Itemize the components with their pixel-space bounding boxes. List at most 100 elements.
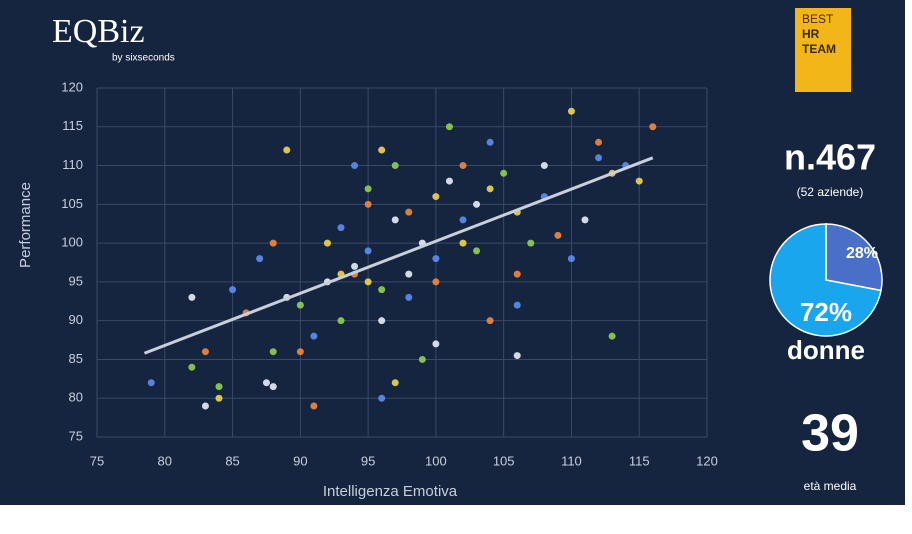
scatter-point — [337, 317, 345, 325]
scatter-point — [608, 332, 616, 340]
scatter-point — [432, 340, 440, 348]
x-tick-label: 80 — [158, 453, 172, 468]
y-tick-label: 80 — [69, 390, 83, 405]
scatter-point — [310, 332, 318, 340]
scatter-point — [459, 162, 467, 170]
scatter-point — [215, 383, 223, 391]
scatter-point — [351, 162, 359, 170]
badge-line: BEST — [802, 12, 834, 26]
x-axis-label: Intelligenza Emotiva — [323, 483, 458, 500]
scatter-point — [283, 146, 291, 154]
pie-caption: donne — [787, 335, 865, 365]
scatter-point — [364, 200, 372, 208]
scatter-point — [188, 293, 196, 301]
x-tick-label: 95 — [361, 453, 375, 468]
scatter-point — [262, 379, 270, 387]
scatter-point — [351, 262, 359, 270]
scatter-point — [459, 216, 467, 224]
scatter-point — [188, 363, 196, 371]
y-tick-label: 110 — [62, 157, 83, 172]
pie-label: 28% — [846, 245, 878, 262]
y-tick-label: 90 — [69, 312, 83, 327]
scatter-point — [513, 270, 521, 278]
scatter-point — [595, 138, 603, 146]
scatter-point — [595, 154, 603, 162]
scatter-point — [391, 162, 399, 170]
scatter-point — [147, 379, 155, 387]
trend-line — [143, 156, 654, 355]
scatter-point — [567, 255, 575, 263]
scatter-point — [378, 286, 386, 294]
scatter-point — [513, 301, 521, 309]
scatter-point — [269, 383, 277, 391]
scatter-point — [418, 355, 426, 363]
scatter-point — [513, 352, 521, 360]
scatter-point — [486, 185, 494, 193]
scatter-point — [391, 216, 399, 224]
scatter-point — [635, 177, 643, 185]
scatter-point — [296, 301, 304, 309]
scatter-point — [445, 177, 453, 185]
logo: EQBiz — [52, 13, 145, 50]
scatter-point — [445, 123, 453, 131]
companies: (52 aziende) — [797, 185, 864, 199]
x-tick-label: 85 — [225, 453, 239, 468]
y-axis-label: Performance — [17, 182, 34, 268]
logo-byline: by sixseconds — [112, 53, 175, 64]
y-tick-label: 115 — [62, 118, 83, 133]
scatter-point — [459, 239, 467, 247]
y-tick-label: 120 — [61, 79, 83, 94]
sample-size: n.467 — [784, 137, 876, 178]
scatter-point — [405, 293, 413, 301]
scatter-point — [269, 348, 277, 356]
average-age-label: età media — [804, 479, 857, 493]
scatter-point — [527, 239, 535, 247]
scatter-point — [581, 216, 589, 224]
scatter-point — [432, 193, 440, 201]
x-tick-label: 75 — [90, 453, 104, 468]
x-tick-label: 115 — [629, 453, 650, 468]
x-tick-label: 110 — [561, 453, 582, 468]
scatter-point — [296, 348, 304, 356]
x-tick-label: 105 — [493, 453, 515, 468]
y-tick-label: 75 — [69, 428, 83, 443]
scatter-point — [215, 394, 223, 402]
scatter-point — [486, 138, 494, 146]
scatter-point — [473, 247, 481, 255]
scatter-point — [201, 402, 209, 410]
pie-slice — [769, 223, 882, 337]
scatter-point — [540, 162, 548, 170]
pie-slice — [825, 223, 883, 292]
badge-line: HR — [802, 27, 820, 41]
badge — [795, 8, 851, 92]
y-tick-label: 100 — [61, 235, 83, 250]
scatter-point — [432, 255, 440, 263]
average-age: 39 — [801, 405, 859, 463]
scatter-point — [500, 169, 508, 177]
scatter-point — [378, 146, 386, 154]
scatter-point — [323, 239, 331, 247]
scatter-point — [473, 200, 481, 208]
x-tick-label: 90 — [293, 453, 307, 468]
scatter-point — [649, 123, 657, 131]
pie-label: 72% — [800, 297, 852, 327]
scatter-point — [391, 379, 399, 387]
y-tick-label: 95 — [69, 273, 83, 288]
x-tick-label: 100 — [425, 453, 447, 468]
y-tick-label: 105 — [61, 196, 83, 211]
scatter-point — [378, 317, 386, 325]
scatter-point — [310, 402, 318, 410]
scatter-point — [364, 247, 372, 255]
scatter-point — [364, 185, 372, 193]
scatter-point — [567, 107, 575, 115]
scatter-point — [201, 348, 209, 356]
y-tick-label: 85 — [69, 351, 83, 366]
x-tick-label: 120 — [696, 453, 718, 468]
scatter-point — [405, 208, 413, 216]
scatter-point — [364, 278, 372, 286]
scatter-point — [405, 270, 413, 278]
scatter-point — [486, 317, 494, 325]
scatter-point — [229, 286, 237, 294]
